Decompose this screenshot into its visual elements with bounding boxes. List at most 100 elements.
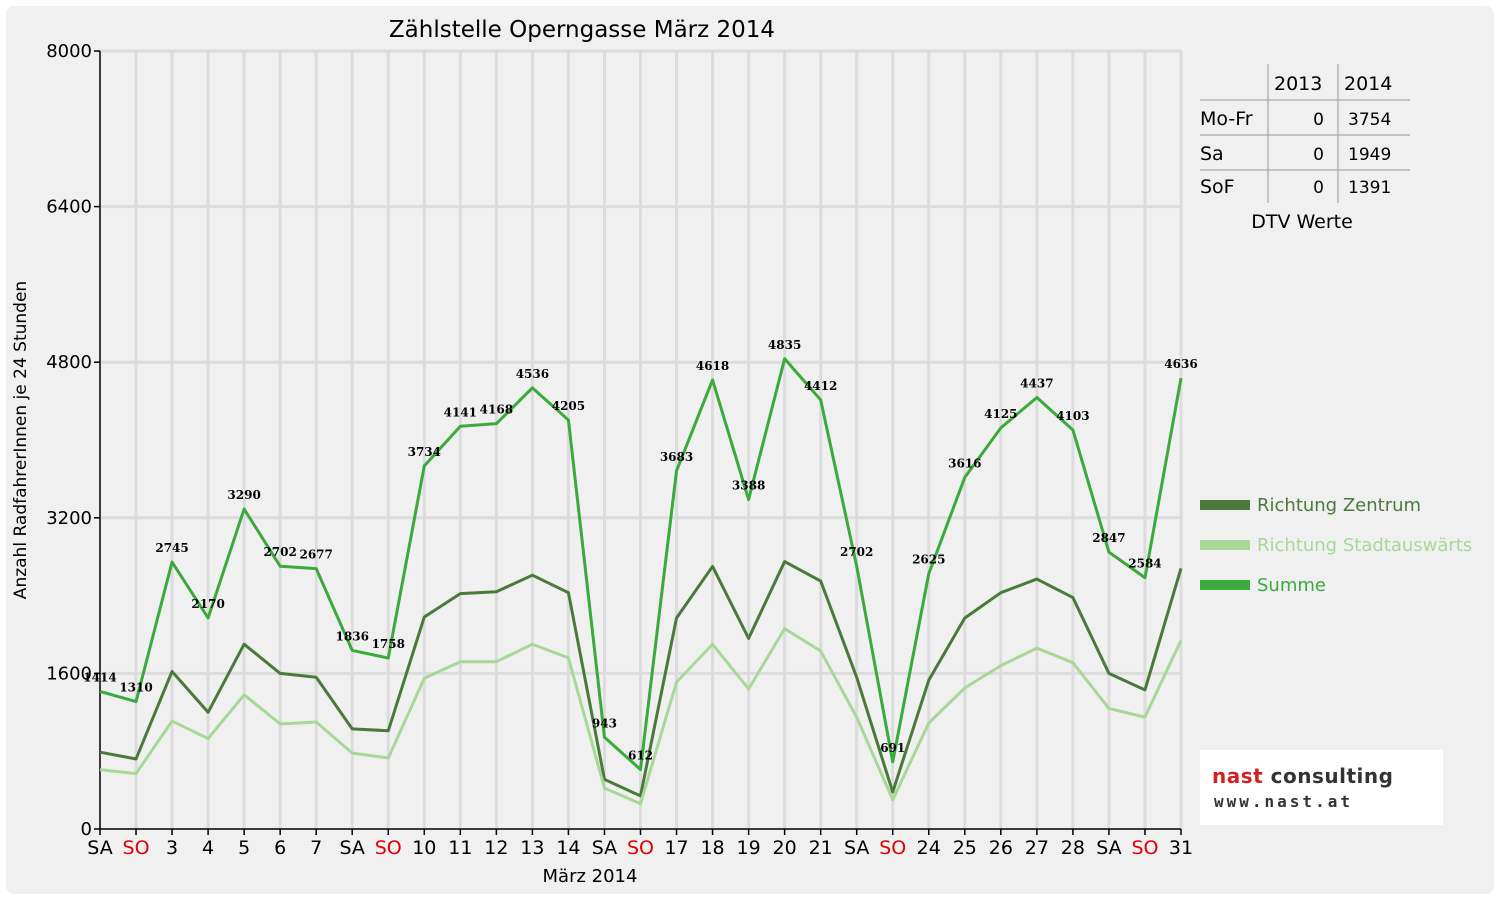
table-row-label: SoF [1200,176,1235,198]
logo-url: www.nast.at [1214,792,1353,811]
table-cell-2014: 1949 [1348,145,1391,165]
data-label: 2847 [1092,531,1125,545]
table-caption: DTV Werte [1251,211,1353,233]
x-tick-label: SO [123,837,150,859]
table-header-2014: 2014 [1344,73,1392,95]
dtv-table: 2013 2014 Mo-Fr 0 3754 Sa 0 1949 SoF 0 1… [1200,64,1410,233]
legend-swatch [1200,500,1250,510]
y-tick-label: 6400 [46,197,92,218]
data-label: 3734 [408,445,441,459]
data-label: 4125 [984,407,1017,421]
legend-swatch [1200,540,1250,550]
y-tick-label: 1600 [46,663,92,684]
data-label: 1414 [83,670,116,684]
nast-consulting-logo: nast consulting www.nast.at [1200,750,1443,825]
data-label: 2677 [299,548,332,562]
x-tick-label: SA [844,837,869,859]
x-tick-label: 19 [737,837,761,859]
data-label: 4536 [516,367,549,381]
x-tick-label: 24 [917,837,941,859]
series-line-richtung-stadtausw-rts [99,627,1183,806]
data-label: 4835 [768,338,801,352]
data-label: 612 [628,748,653,762]
data-label: 2584 [1128,557,1161,571]
x-tick-label: SA [1096,837,1121,859]
logo-word-consulting: consulting [1263,764,1394,788]
data-label: 3388 [732,479,765,493]
data-label: 4636 [1164,357,1197,371]
x-tick-label: 25 [953,837,977,859]
x-tick-label: SA [592,837,617,859]
legend-label: Richtung Zentrum [1257,495,1421,516]
x-tick-label: 10 [412,837,436,859]
table-header-2013: 2013 [1274,73,1322,95]
grid-lines [100,49,1183,829]
x-tick-label: 11 [448,837,472,859]
x-tick-label: 28 [1061,837,1085,859]
x-tick-label: 13 [520,837,544,859]
legend-swatch [1200,580,1250,590]
data-label: 4205 [552,399,585,413]
data-label: 943 [592,716,617,730]
data-label: 1836 [336,629,369,643]
data-label: 2702 [263,545,296,559]
x-tick-label: 3 [166,837,178,859]
table-row-label: Sa [1200,143,1224,165]
data-label: 2745 [155,541,188,555]
data-label: 2170 [191,597,224,611]
x-tick-label: 26 [989,837,1013,859]
x-tick-label: SO [1131,837,1158,859]
data-label: 1758 [372,637,405,651]
x-tick-label: 12 [484,837,508,859]
table-cell-2014: 3754 [1348,110,1391,130]
data-label: 4437 [1020,377,1053,391]
y-tick-label: 8000 [46,41,92,62]
x-tick-label: 20 [773,837,797,859]
series-lines [99,357,1183,806]
data-label: 4618 [696,359,729,373]
x-tick-label: SO [879,837,906,859]
x-tick-label: SO [375,837,402,859]
x-tick-label: 27 [1025,837,1049,859]
x-tick-label: SA [340,837,365,859]
table-cell-2013: 0 [1313,145,1324,165]
y-tick-label: 4800 [46,352,92,373]
series-line-richtung-zentrum [99,560,1183,798]
x-tick-label: 31 [1169,837,1193,859]
data-label: 3683 [660,450,693,464]
x-tick-label: SO [627,837,654,859]
data-label: 4141 [444,405,477,419]
data-label: 2625 [912,553,945,567]
x-tick-label: 5 [238,837,250,859]
data-label: 4412 [804,379,837,393]
logo-word-nast: nast [1212,764,1264,788]
x-tick-label: 18 [700,837,724,859]
data-label: 2702 [840,545,873,559]
axes: 0 1600 3200 4800 6400 8000 SA SO 3 4 5 6 7 SA SO 10 11 12… [46,41,1193,859]
data-label: 4168 [480,403,513,417]
logo-wordmark: nast consulting [1212,764,1393,788]
chart-title: Zählstelle Operngasse März 2014 [389,17,775,43]
legend-label: Summe [1257,575,1326,596]
data-label: 3290 [227,488,260,502]
x-tick-label: SA [87,837,112,859]
x-tick-label: 17 [664,837,688,859]
legend-label: Richtung Stadtauswärts [1257,535,1472,556]
series-line-summe [99,357,1183,771]
x-tick-label: 14 [556,837,580,859]
x-tick-label: 4 [202,837,214,859]
table-cell-2013: 0 [1313,178,1324,198]
y-axis-label: Anzahl RadfahrerInnen je 24 Stunden [11,281,31,599]
y-tick-label: 3200 [46,508,92,529]
table-row-label: Mo-Fr [1200,108,1253,130]
data-label: 1310 [119,681,152,695]
y-tick-label: 0 [81,819,92,840]
x-tick-label: 21 [809,837,833,859]
x-tick-label: 6 [274,837,286,859]
data-label: 4103 [1056,409,1089,423]
x-axis-label: März 2014 [543,866,638,887]
table-cell-2014: 1391 [1348,178,1391,198]
x-tick-label: 7 [310,837,322,859]
